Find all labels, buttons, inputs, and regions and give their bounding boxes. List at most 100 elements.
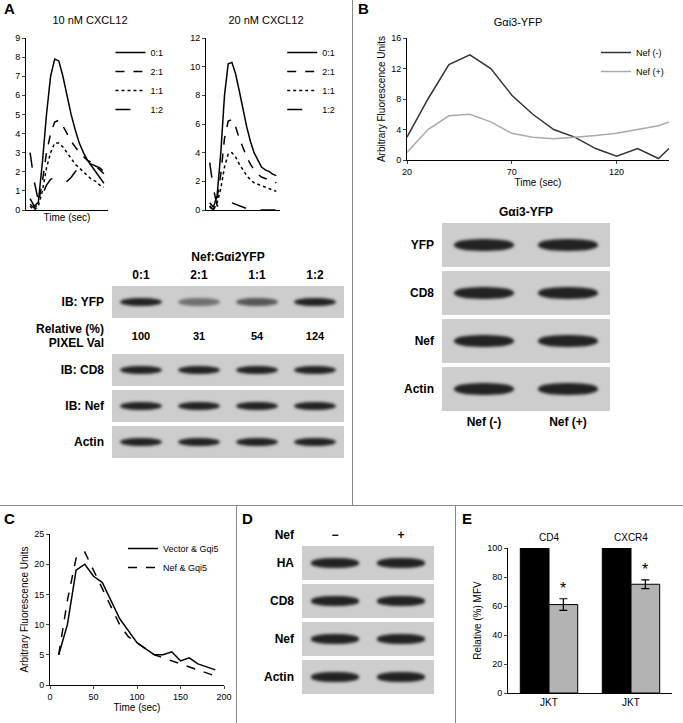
svg-text:Nef (+): Nef (+)	[636, 67, 664, 77]
html-text:Nef (-): Nef (-)	[466, 415, 502, 429]
html-text:IB: YFP: IB: YFP	[61, 295, 104, 309]
svg-text:0: 0	[39, 680, 44, 690]
html-text:C: C	[4, 510, 15, 527]
svg-text:7: 7	[15, 71, 20, 81]
svg-text:10: 10	[190, 62, 200, 72]
html-text:YFP: YFP	[410, 238, 434, 252]
svg-text:25: 25	[34, 529, 44, 539]
svg-text:0: 0	[195, 205, 200, 215]
svg-text:12: 12	[391, 64, 401, 74]
svg-text:60: 60	[492, 601, 502, 611]
svg-text:1:1: 1:1	[150, 86, 163, 96]
html-text:Nef: Nef	[274, 632, 294, 646]
svg-text:0: 0	[497, 688, 502, 698]
svg-text:70: 70	[507, 167, 517, 177]
svg-text:0: 0	[47, 692, 52, 702]
html-text:A: A	[4, 0, 15, 17]
html-text:124: 124	[305, 330, 325, 342]
html-text:IB: Nef: IB: Nef	[65, 399, 104, 413]
svg-text:Time (sec): Time (sec)	[44, 212, 91, 223]
html-text:Gαi3-YFP: Gαi3-YFP	[499, 205, 553, 219]
svg-text:100: 100	[487, 543, 502, 553]
html-text:Actin: Actin	[264, 670, 294, 684]
svg-text:8: 8	[195, 90, 200, 100]
html-text:1:1: 1:1	[248, 268, 266, 282]
svg-text:Relative (%) MFV: Relative (%) MFV	[472, 581, 483, 660]
svg-text:20 nM CXCL12: 20 nM CXCL12	[228, 14, 303, 26]
html-text:B: B	[358, 0, 369, 17]
html-text:Nef: Nef	[274, 528, 294, 542]
html-text:E: E	[462, 510, 472, 527]
svg-text:100: 100	[129, 692, 144, 702]
svg-text:0:1: 0:1	[150, 48, 163, 58]
svg-text:4: 4	[195, 148, 200, 158]
html-text:CD8: CD8	[270, 594, 294, 608]
svg-text:0:1: 0:1	[322, 48, 335, 58]
svg-text:16: 16	[391, 33, 401, 43]
svg-text:JKT: JKT	[622, 697, 640, 708]
svg-text:4: 4	[15, 129, 20, 139]
svg-text:8: 8	[15, 52, 20, 62]
svg-text:Gαi3-YFP: Gαi3-YFP	[494, 16, 543, 28]
svg-text:20: 20	[34, 559, 44, 569]
svg-text:200: 200	[216, 692, 231, 702]
svg-text:Time (sec): Time (sec)	[114, 702, 161, 713]
svg-text:10: 10	[34, 620, 44, 630]
svg-text:1:2: 1:2	[150, 105, 163, 115]
svg-text:1: 1	[15, 186, 20, 196]
svg-text:2:1: 2:1	[150, 67, 163, 77]
svg-text:3: 3	[15, 148, 20, 158]
svg-text:Nef (-): Nef (-)	[636, 48, 662, 58]
svg-text:4: 4	[396, 125, 401, 135]
html-text:2:1: 2:1	[190, 268, 208, 282]
html-text:Nef (+): Nef (+)	[549, 415, 587, 429]
html-text:Relative (%) PIXEL Val: Relative (%) PIXEL Val	[36, 322, 104, 350]
svg-text:20: 20	[492, 659, 502, 669]
html-text:IB: CD8: IB: CD8	[60, 363, 104, 377]
svg-text:Time (sec): Time (sec)	[515, 177, 562, 188]
svg-text:0: 0	[15, 205, 20, 215]
svg-text:150: 150	[173, 692, 188, 702]
svg-text:40: 40	[492, 630, 502, 640]
svg-text:1:2: 1:2	[322, 105, 335, 115]
svg-text:9: 9	[15, 33, 20, 43]
svg-text:2: 2	[15, 167, 20, 177]
svg-text:Arbitrary Fluorescence Units: Arbitrary Fluorescence Units	[19, 546, 30, 672]
html-text:Nef: Nef	[414, 334, 434, 348]
html-text:Actin: Actin	[404, 382, 434, 396]
html-text:1:2: 1:2	[306, 268, 324, 282]
svg-text:Arbitrary Fluorescence Units: Arbitrary Fluorescence Units	[376, 36, 387, 162]
svg-text:5: 5	[39, 650, 44, 660]
html-text:54: 54	[250, 330, 264, 342]
html-text:CD8: CD8	[410, 286, 434, 300]
svg-text:50: 50	[88, 692, 98, 702]
svg-text:2:1: 2:1	[322, 67, 335, 77]
svg-text:120: 120	[609, 167, 624, 177]
svg-text:*: *	[642, 561, 648, 578]
svg-text:20: 20	[402, 167, 412, 177]
html-text:Nef:Gαi2YFP: Nef:Gαi2YFP	[191, 250, 265, 264]
html-text:HA: HA	[276, 556, 294, 570]
svg-text:15: 15	[34, 590, 44, 600]
svg-text:6: 6	[15, 90, 20, 100]
svg-text:80: 80	[492, 572, 502, 582]
html-text:D: D	[242, 510, 253, 527]
svg-text:Nef & Gqi5: Nef & Gqi5	[163, 563, 207, 573]
svg-text:2: 2	[195, 176, 200, 186]
html-text:Actin: Actin	[74, 435, 104, 449]
svg-text:10 nM CXCL12: 10 nM CXCL12	[52, 14, 127, 26]
svg-text:1:1: 1:1	[322, 86, 335, 96]
html-text:0:1: 0:1	[132, 268, 150, 282]
svg-text:5: 5	[15, 110, 20, 120]
svg-text:JKT: JKT	[540, 697, 558, 708]
svg-text:CXCR4: CXCR4	[614, 532, 648, 543]
svg-text:*: *	[560, 580, 566, 597]
svg-text:CD4: CD4	[539, 532, 559, 543]
svg-text:6: 6	[195, 119, 200, 129]
svg-text:12: 12	[190, 33, 200, 43]
svg-text:Vector & Gqi5: Vector & Gqi5	[163, 544, 219, 554]
html-text:31: 31	[192, 330, 206, 342]
svg-text:0: 0	[396, 155, 401, 165]
svg-text:8: 8	[396, 94, 401, 104]
html-text:100: 100	[131, 330, 151, 342]
